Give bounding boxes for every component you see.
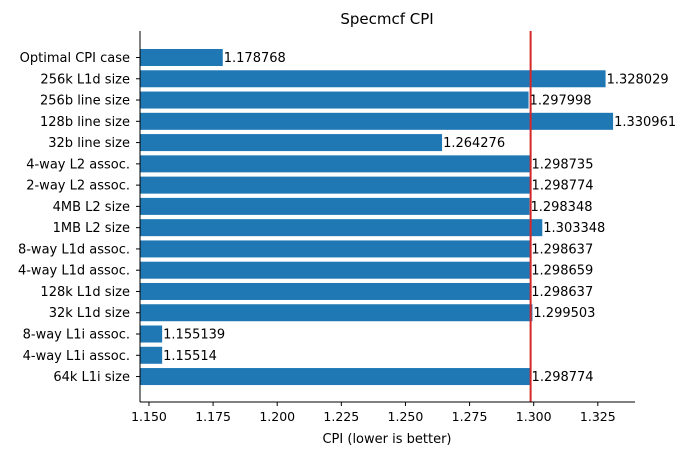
category-label: Optimal CPI case (20, 51, 130, 66)
y-labels-layer: Optimal CPI case 256k L1d size 256b line s… (18, 51, 140, 385)
x-tick-label: 1.325 (580, 409, 616, 424)
category-label: 64k L1i size (53, 370, 130, 385)
bar-value-label: 1.298659 (531, 264, 593, 279)
bar (140, 261, 531, 279)
bar (140, 197, 530, 215)
bar (140, 70, 606, 88)
bar (140, 112, 614, 130)
bar (140, 49, 223, 66)
chart-title: Specmcf CPI (340, 10, 433, 28)
bar (140, 368, 531, 386)
value-labels-layer: 1.178768 1.328029 1.297998 1.330961 1.264276… (163, 51, 676, 385)
bar-value-label: 1.298774 (532, 370, 594, 385)
bar (140, 134, 443, 152)
bar-value-label: 1.298637 (531, 285, 593, 300)
bar-value-label: 1.298774 (532, 179, 594, 194)
bar (140, 176, 531, 194)
bar (140, 219, 543, 237)
bar-value-label: 1.298637 (531, 242, 593, 257)
category-label: 256k L1d size (40, 72, 130, 87)
bar-value-label: 1.155139 (163, 328, 225, 343)
bar (140, 91, 529, 109)
bar (140, 325, 163, 343)
category-label: 256b line size (40, 94, 130, 109)
bar-value-label: 1.330961 (614, 115, 676, 130)
bar-value-label: 1.303348 (543, 221, 605, 236)
x-tick-label: 1.225 (323, 409, 359, 424)
category-label: 128b line size (40, 115, 130, 130)
category-label: 8-way L1i assoc. (23, 328, 130, 343)
category-label: 4-way L2 assoc. (26, 157, 130, 172)
bar (140, 304, 533, 322)
x-tick-label: 1.300 (516, 409, 552, 424)
bar-value-label: 1.299503 (533, 306, 595, 321)
category-label: 4-way L1d assoc. (18, 264, 130, 279)
bar (140, 155, 531, 173)
category-label: 32b line size (48, 136, 130, 151)
bar-value-label: 1.298735 (531, 157, 593, 172)
x-tick-label: 1.175 (195, 409, 231, 424)
x-tick-label: 1.250 (388, 409, 424, 424)
bar-value-label: 1.328029 (607, 72, 669, 87)
x-axis-layer: 1.150 1.175 1.200 1.225 1.250 1.275 1.300 1.325 (131, 402, 616, 424)
bar (140, 346, 163, 364)
category-label: 4MB L2 size (53, 200, 130, 215)
x-tick-label: 1.200 (259, 409, 295, 424)
bars-layer (140, 49, 614, 386)
category-label: 8-way L1d assoc. (18, 242, 130, 257)
bar-value-label: 1.297998 (530, 94, 592, 109)
x-axis-label: CPI (lower is better) (322, 432, 451, 447)
bar-value-label: 1.298348 (530, 200, 592, 215)
bar (140, 240, 531, 258)
bar-value-label: 1.178768 (224, 51, 286, 66)
category-label: 4-way L1i assoc. (23, 349, 130, 364)
category-label: 1MB L2 size (53, 221, 130, 236)
category-label: 32k L1d size (49, 306, 130, 321)
bar (140, 282, 531, 300)
x-tick-label: 1.275 (452, 409, 488, 424)
bar-value-label: 1.264276 (443, 136, 505, 151)
x-tick-label: 1.150 (131, 409, 167, 424)
bar-value-label: 1.15514 (163, 349, 217, 364)
category-label: 2-way L2 assoc. (26, 179, 130, 194)
category-label: 128k L1d size (40, 285, 130, 300)
